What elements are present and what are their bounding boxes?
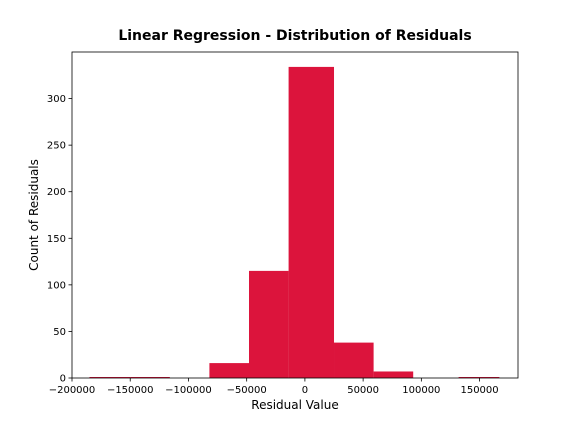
x-tick-label-4: 0 [302,385,308,396]
x-tick-label-6: 100000 [402,385,440,396]
y-tick-label-0: 0 [60,374,66,385]
y-axis-ticks: 0 50 100 150 200 250 300 [47,94,72,384]
histogram-bar-5 [289,67,334,378]
y-tick-label-2: 100 [47,280,66,291]
y-tick-label-1: 50 [53,327,66,338]
x-axis-label: Residual Value [251,398,338,412]
histogram-bar-3 [209,363,249,378]
x-tick-label-2: −100000 [165,385,212,396]
y-tick-label-5: 250 [47,141,66,152]
y-tick-label-3: 150 [47,234,66,245]
bars-group [89,67,499,378]
histogram-bar-7 [374,371,414,378]
x-axis-ticks: −200000 −150000 −100000 −50000 0 50000 100000 1… [49,378,499,396]
x-tick-label-3: −50000 [227,385,267,396]
x-tick-label-0: −200000 [49,385,96,396]
x-tick-label-5: 50000 [347,385,379,396]
histogram-bar-4 [249,271,289,378]
x-tick-label-7: 150000 [460,385,498,396]
y-axis-label: Count of Residuals [27,159,41,271]
histogram-bar-6 [334,343,374,378]
y-tick-label-4: 200 [47,187,66,198]
y-tick-label-6: 300 [47,94,66,105]
chart-title: Linear Regression - Distribution of Resi… [118,28,471,44]
x-tick-label-1: −150000 [107,385,154,396]
